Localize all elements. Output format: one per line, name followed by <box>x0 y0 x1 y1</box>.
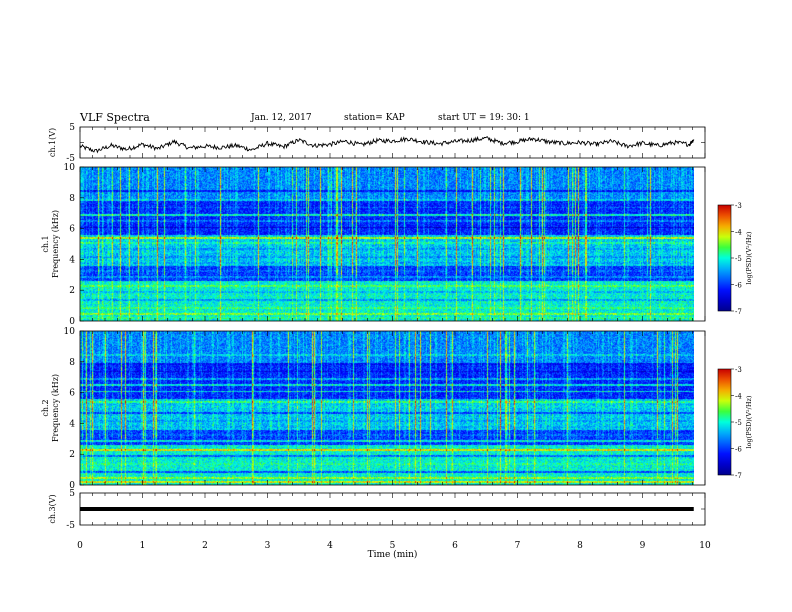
ch2-ylabel: Frequency (kHz) <box>51 374 60 442</box>
x-tick-label: 8 <box>577 541 583 551</box>
spectrogram-2-image <box>80 331 694 485</box>
colorbar-tick-label: -4 <box>735 393 742 401</box>
x-tick-label: 7 <box>515 541 521 551</box>
x-tick-label: 9 <box>640 541 646 551</box>
x-tick-label: 6 <box>452 541 458 551</box>
colorbar-tick-label: -3 <box>735 366 742 374</box>
ch1-ylabel: Frequency (kHz) <box>51 210 60 278</box>
colorbar-label: log(PSD)(V²/Hz) <box>745 395 753 448</box>
y-tick-label: 8 <box>69 358 75 368</box>
x-tick-label: 5 <box>390 541 396 551</box>
ch1-ylabel: ch.1(V) <box>48 128 57 157</box>
colorbar-tick-label: -6 <box>735 282 742 290</box>
y-tick-label: 6 <box>69 389 75 399</box>
y-tick-label: 10 <box>64 163 76 173</box>
spectrogram-1-image <box>80 167 694 321</box>
colorbar-tick-label: -7 <box>735 472 742 480</box>
colorbar-tick-label: -5 <box>735 255 742 263</box>
colorbar-tick-label: -7 <box>735 308 742 316</box>
station-label: station= KAP <box>344 113 405 123</box>
spectrogram-images <box>80 167 694 485</box>
y-tick-label: 0 <box>69 317 75 327</box>
x-tick-label: 4 <box>327 541 333 551</box>
y-tick-label: 10 <box>64 327 76 337</box>
y-tick-label: 5 <box>69 489 75 499</box>
colorbar-2 <box>717 368 732 476</box>
x-tick-label: 3 <box>265 541 271 551</box>
ch2-label: ch.2 <box>41 399 50 416</box>
colorbar-tick-label: -5 <box>735 419 742 427</box>
ch1-label: ch.1 <box>41 235 50 252</box>
colorbar-label: log(PSD)(V²/Hz) <box>745 231 753 284</box>
chart-title: VLF Spectra <box>80 111 150 124</box>
y-tick-label: 4 <box>69 255 75 265</box>
start-time-label: start UT = 19: 30: 1 <box>438 113 530 123</box>
x-axis-label: Time (min) <box>368 549 418 560</box>
x-tick-label: 10 <box>699 541 711 551</box>
x-tick-label: 1 <box>140 541 146 551</box>
y-tick-label: -5 <box>66 154 75 164</box>
x-tick-label: 0 <box>77 541 83 551</box>
y-tick-label: 0 <box>69 481 75 491</box>
y-tick-label: 6 <box>69 225 75 235</box>
y-tick-label: -5 <box>66 521 75 531</box>
y-tick-label: 2 <box>69 286 75 296</box>
y-tick-label: 2 <box>69 450 75 460</box>
ch3-ylabel: ch.3(V) <box>48 494 57 523</box>
ch1-series-line <box>79 135 695 154</box>
colorbar-tick-label: -3 <box>735 202 742 210</box>
x-tick-label: 2 <box>202 541 208 551</box>
colorbar-tick-label: -4 <box>735 229 742 237</box>
colorbar-1 <box>717 204 732 312</box>
colorbar-tick-label: -6 <box>735 446 742 454</box>
date-label: Jan. 12, 2017 <box>251 113 312 123</box>
y-tick-label: 5 <box>69 123 75 133</box>
y-tick-label: 8 <box>69 194 75 204</box>
y-tick-label: 4 <box>69 419 75 429</box>
